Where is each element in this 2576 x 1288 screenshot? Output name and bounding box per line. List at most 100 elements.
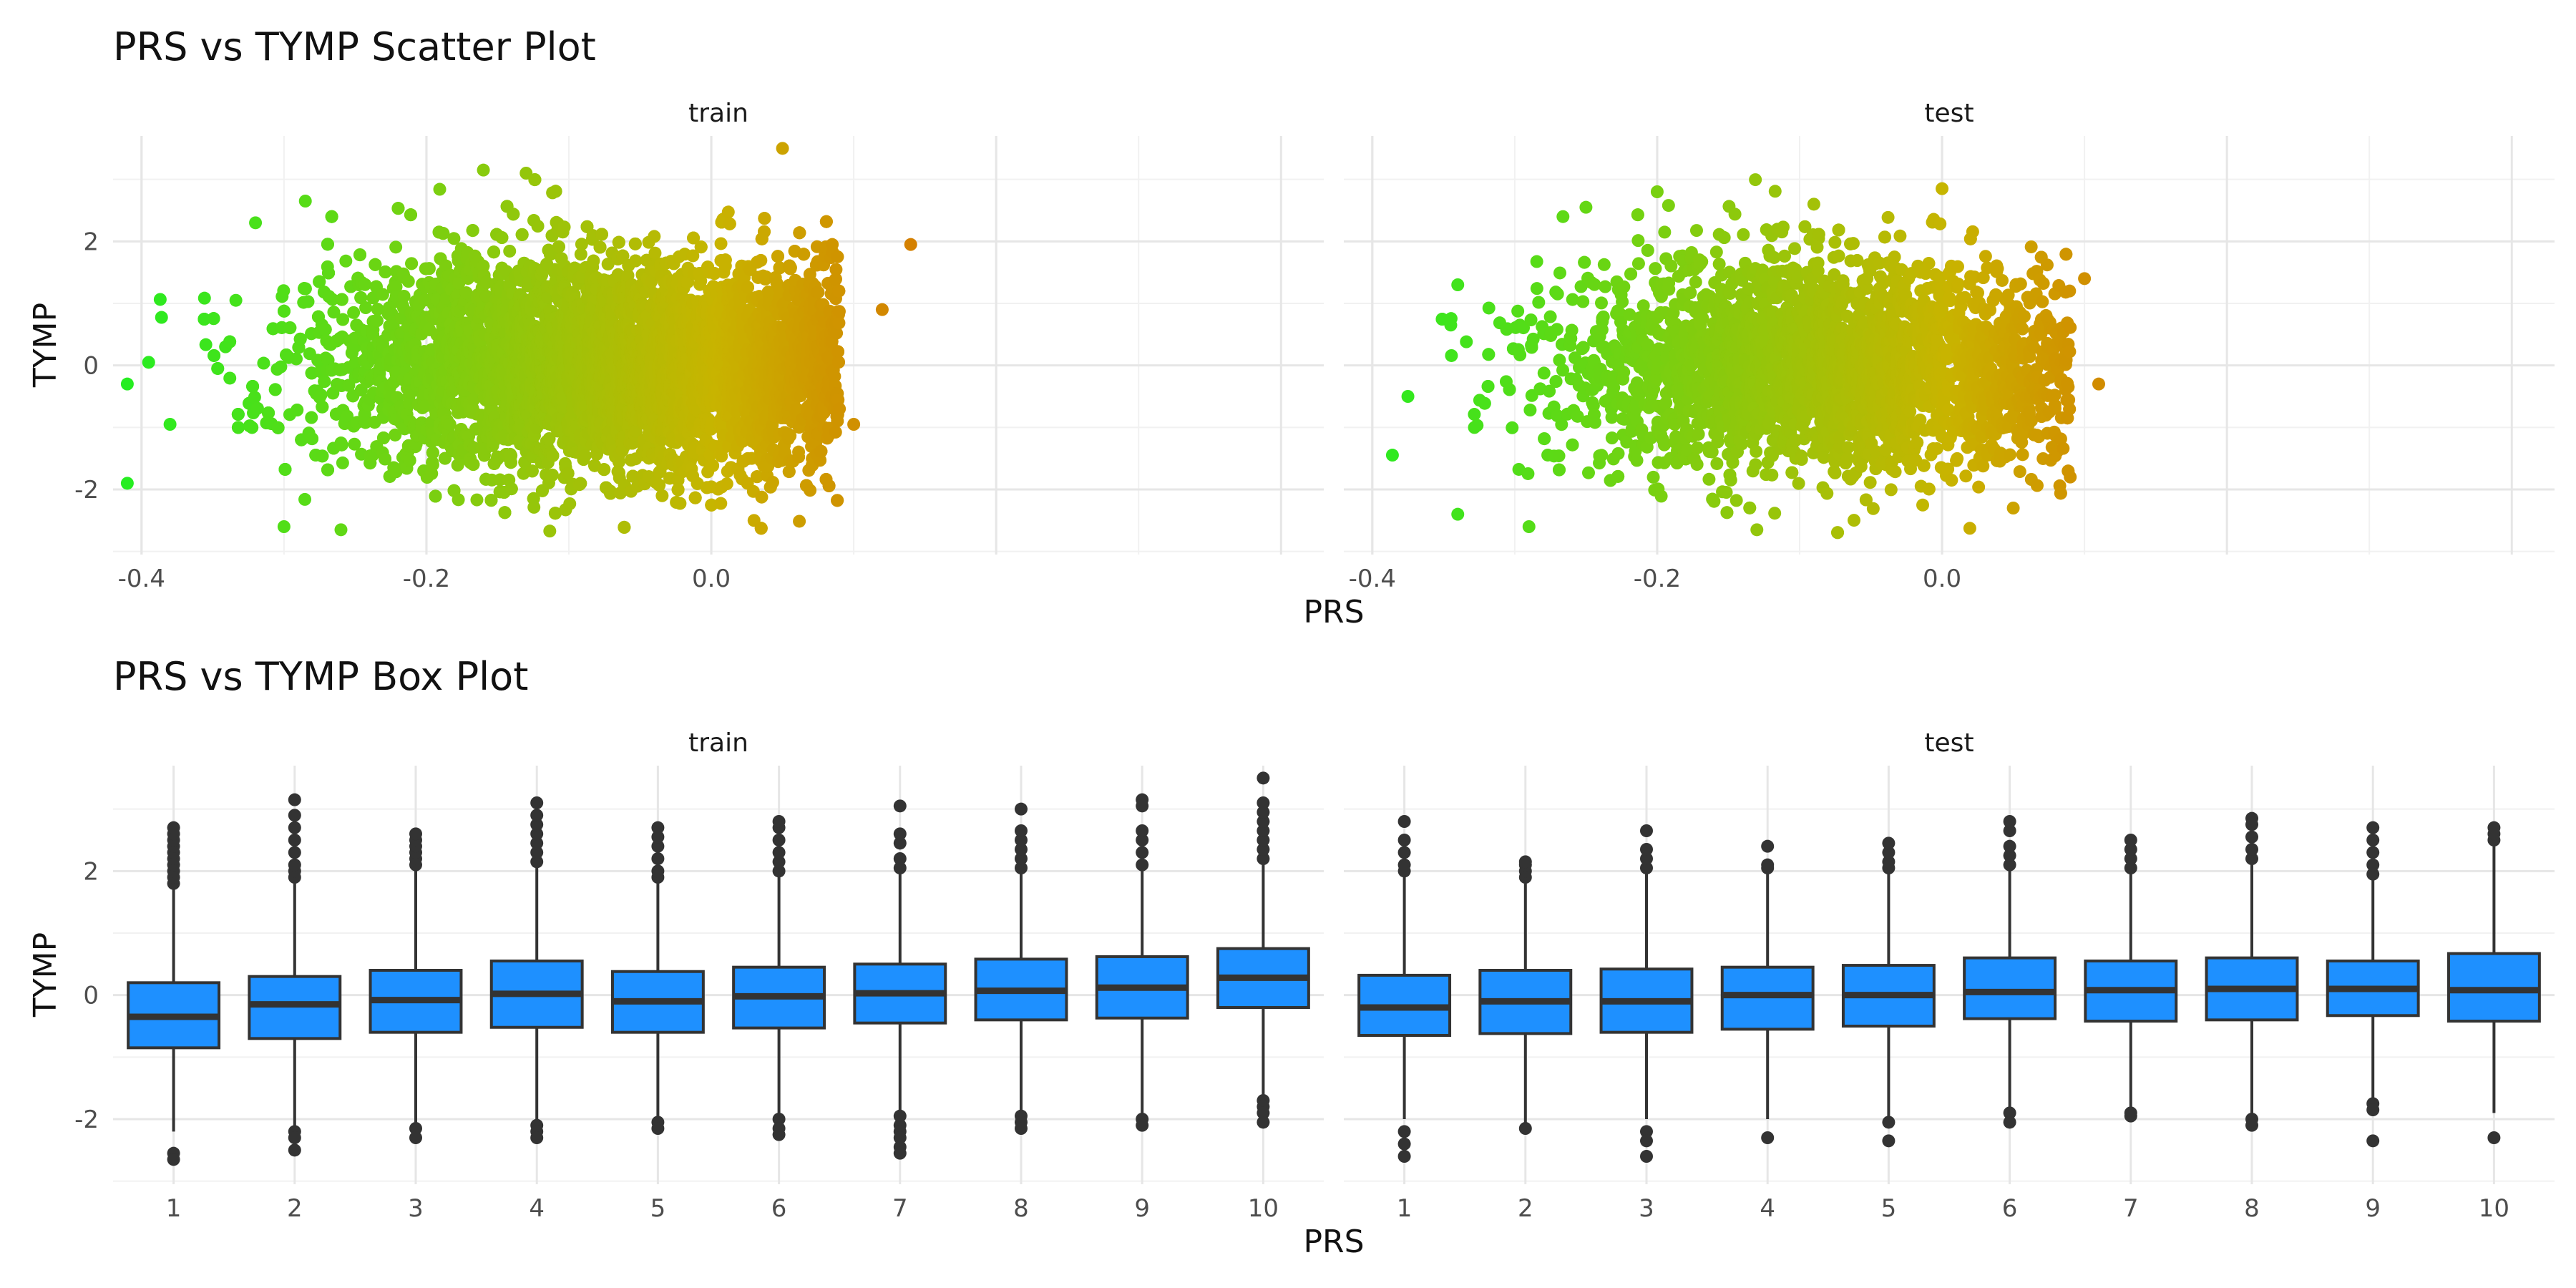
scatter-plot: PRS vs TYMP Scatter Plot train test -0.4… [27, 24, 2555, 630]
scatter-point [335, 293, 348, 306]
scatter-point [531, 220, 545, 233]
scatter-point [587, 254, 600, 268]
scatter-point [335, 438, 348, 452]
scatter-point [470, 493, 484, 507]
scatter-point [369, 258, 382, 271]
scatter-point [459, 286, 473, 300]
scatter-point [498, 506, 512, 519]
scatter-point [327, 306, 341, 319]
scatter-title: PRS vs TYMP Scatter Plot [113, 24, 596, 69]
scatter-point [403, 454, 416, 467]
scatter-point [557, 220, 571, 234]
scatter-points-train [120, 142, 917, 538]
scatter-point [595, 228, 608, 241]
scatter-point [293, 332, 307, 346]
scatter-point [545, 468, 559, 482]
scatter-point [503, 244, 517, 258]
scatter-point [274, 360, 288, 374]
scatter-point [278, 462, 292, 476]
scatter-point [574, 477, 587, 490]
scatter-point [248, 391, 261, 404]
scatter-point [467, 458, 480, 472]
scatter-point [401, 275, 415, 288]
scatter-point [153, 293, 167, 306]
scatter-point [504, 482, 518, 496]
scatter-point [301, 295, 315, 308]
scatter-point [395, 311, 409, 325]
scatter-point [389, 280, 403, 293]
scatter-point [277, 304, 291, 318]
scatter-point [229, 293, 243, 307]
scatter-point [477, 163, 490, 177]
scatter-point [405, 257, 419, 270]
scatter-point [305, 366, 318, 380]
scatter-point [120, 377, 134, 391]
scatter-point [120, 477, 134, 490]
scatter-point [314, 388, 328, 401]
scatter-point [250, 401, 264, 415]
scatter-point [313, 275, 326, 288]
scatter-point [199, 338, 213, 351]
scatter-point [443, 418, 457, 431]
scatter-point [318, 375, 331, 389]
scatter-point [142, 356, 155, 369]
scatter-point [593, 240, 607, 254]
scatter-point [321, 463, 335, 477]
scatter-point [422, 262, 436, 275]
scatter-point [316, 449, 329, 463]
scatter-point [552, 240, 565, 253]
scatter-point [527, 500, 541, 514]
scatter-point [348, 437, 361, 451]
scatter-point [549, 185, 562, 198]
scatter-point [306, 432, 319, 446]
scatter-point [404, 208, 417, 222]
scatter-point [155, 311, 168, 324]
scatter-point [322, 266, 336, 280]
scatter-point [262, 406, 275, 420]
scatter-point [336, 456, 349, 469]
scatter-point [391, 202, 405, 215]
scatter-point [321, 238, 334, 251]
scatter-point [597, 463, 611, 477]
scatter-point [359, 301, 373, 315]
scatter-point [426, 446, 439, 459]
scatter-point [515, 228, 529, 241]
scatter-point [397, 289, 411, 303]
scatter-point [578, 449, 592, 463]
scatter-point [207, 312, 220, 326]
scatter-point [371, 303, 384, 316]
scatter-point [341, 409, 354, 423]
scatter-point [305, 411, 318, 424]
scatter-point [211, 361, 225, 375]
scatter-point [283, 321, 297, 335]
scatter-point [318, 323, 332, 336]
scatter-point [528, 173, 542, 187]
scatter-point [231, 408, 245, 421]
scatter-point [298, 195, 312, 208]
scatter-point [389, 428, 402, 441]
scatter-point [379, 265, 392, 279]
scatter-point [612, 235, 625, 249]
scatter-point [618, 520, 631, 534]
scatter-point [336, 313, 350, 326]
scatter-point [245, 421, 259, 434]
scatter-point [507, 208, 520, 221]
scatter-point [268, 383, 282, 396]
scatter-point [223, 371, 237, 385]
scatter-point [271, 421, 285, 434]
scatter-point [543, 525, 557, 538]
scatter-point [429, 489, 442, 503]
scatter-point [277, 284, 291, 298]
scatter-point [325, 210, 338, 223]
scatter-point [433, 182, 447, 196]
scatter-point [257, 356, 270, 370]
scatter-point [358, 278, 372, 291]
scatter-point [358, 416, 372, 429]
scatter-point [347, 306, 361, 319]
scatter-point [389, 240, 403, 254]
scatter-point [452, 493, 465, 507]
scatter-point [316, 400, 329, 414]
scatter-point [334, 523, 348, 537]
scatter-point [379, 452, 392, 466]
scatter-point [231, 421, 245, 434]
